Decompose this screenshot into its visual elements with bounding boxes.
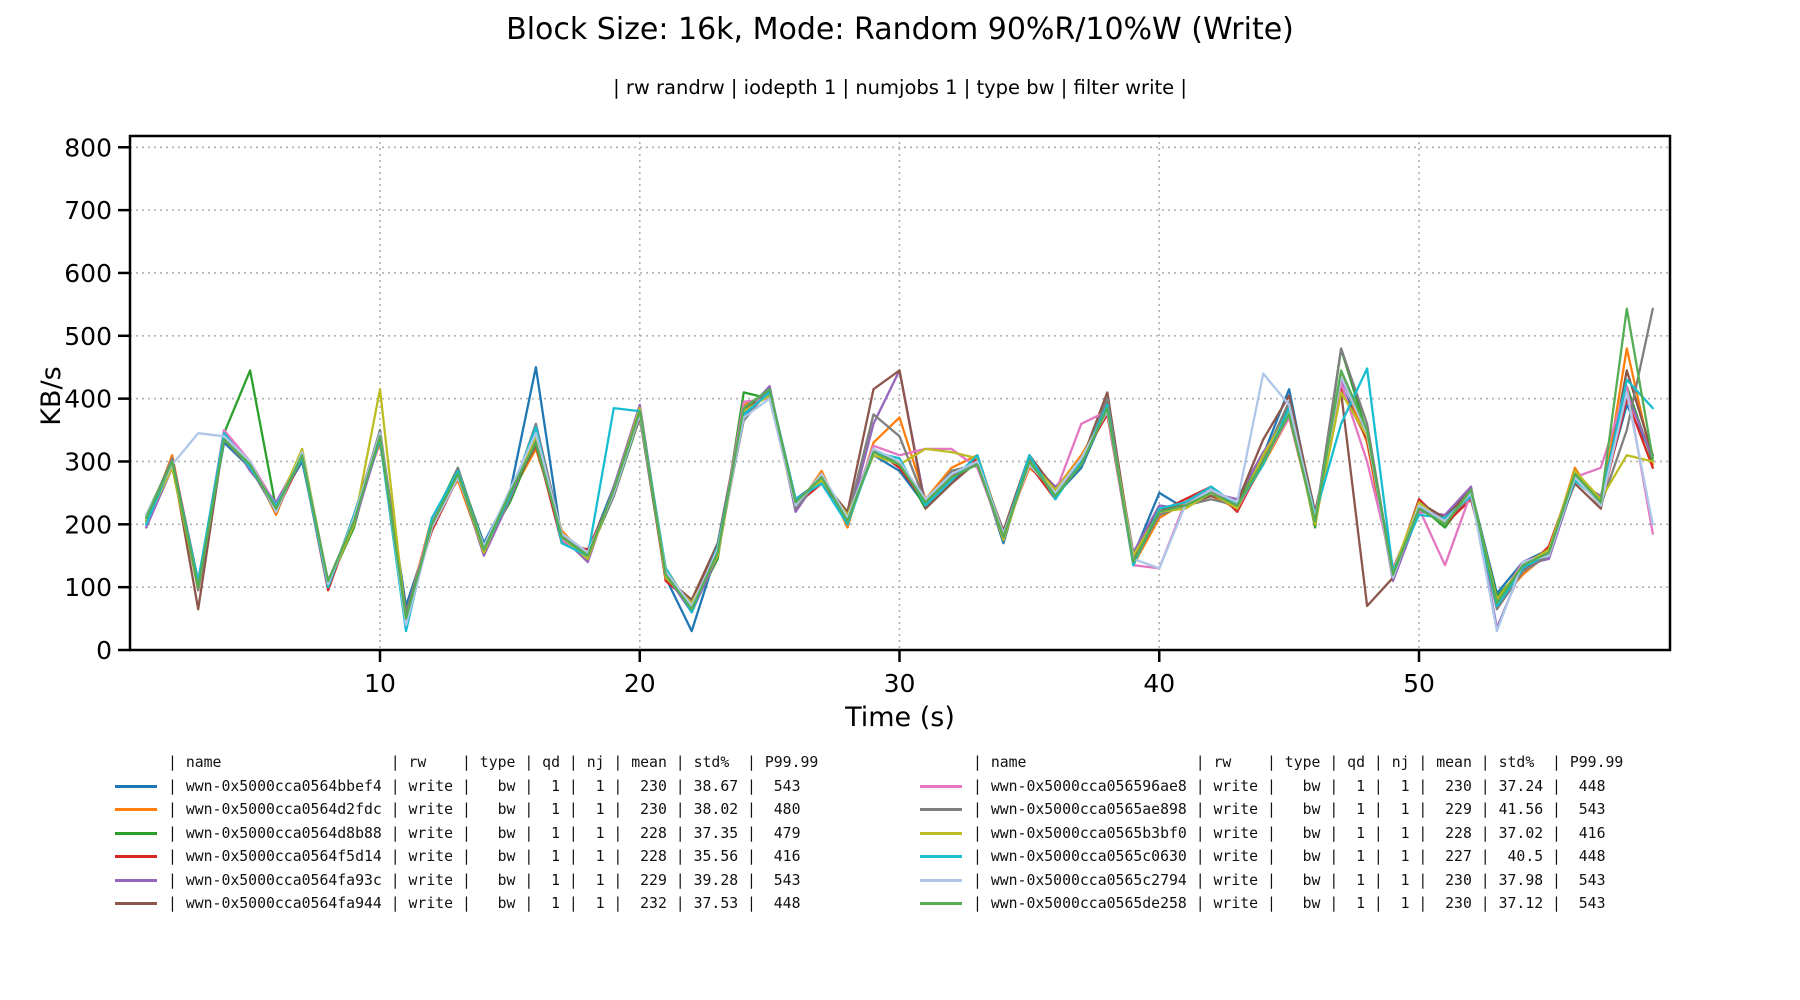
legend-text: | wwn-0x5000cca0564f5d14 | write | bw | …	[168, 848, 801, 866]
series-lines	[145, 307, 1654, 633]
y-axis-label: KB/s	[36, 366, 67, 426]
chart-subtitle: | rw randrw | iodepth 1 | numjobs 1 | ty…	[613, 76, 1187, 99]
legend-text: | wwn-0x5000cca056596ae8 | write | bw | …	[973, 777, 1606, 795]
legend-left: | name | rw | type | qd | nj | mean | st…	[115, 751, 818, 916]
legend-swatch	[920, 855, 962, 859]
axes-frame	[128, 134, 1672, 652]
y-tick-label: 500	[64, 322, 112, 351]
legend-swatch	[115, 878, 157, 882]
legend-row: | wwn-0x5000cca0564d8b88 | write | bw | …	[115, 822, 818, 846]
series-line-wwn-0x5000cca0564fa93c	[145, 369, 1654, 630]
legend-header: | name | rw | type | qd | nj | mean | st…	[115, 751, 818, 775]
y-tick-label: 800	[64, 133, 112, 162]
x-axis-label: Time (s)	[845, 702, 955, 733]
legend-right: | name | rw | type | qd | nj | mean | st…	[920, 751, 1623, 916]
legend-swatch	[115, 902, 157, 906]
x-tick-label: 10	[364, 669, 396, 698]
y-tick-label: 400	[64, 385, 112, 414]
legend-row: | wwn-0x5000cca0565c0630 | write | bw | …	[920, 845, 1623, 869]
legend-swatch	[115, 831, 157, 835]
x-tick-label: 30	[884, 669, 916, 698]
legend-row: | wwn-0x5000cca0564bbef4 | write | bw | …	[115, 775, 818, 799]
legend-row: | wwn-0x5000cca0564fa93c | write | bw | …	[115, 869, 818, 893]
legend-row: | wwn-0x5000cca0565ae898 | write | bw | …	[920, 798, 1623, 822]
x-tick-label: 40	[1143, 669, 1175, 698]
y-tick-label: 300	[64, 447, 112, 476]
tick-labels: 0 100 200 300 400 500 600 700 800 10 20 30 40 50	[64, 133, 1435, 698]
legend-row: | wwn-0x5000cca0564f5d14 | write | bw | …	[115, 845, 818, 869]
series-line-wwn-0x5000cca0564f5d14	[145, 387, 1654, 614]
legend-swatch	[920, 878, 962, 882]
legend-text: | wwn-0x5000cca0564fa93c | write | bw | …	[168, 871, 801, 889]
x-tick-label: 20	[624, 669, 656, 698]
chart-title: Block Size: 16k, Mode: Random 90%R/10%W …	[506, 12, 1294, 47]
legend-text: | name | rw | type | qd | nj | mean | st…	[973, 754, 1624, 772]
legend-row: | wwn-0x5000cca0564d2fdc | write | bw | …	[115, 798, 818, 822]
legend-row: | wwn-0x5000cca0564fa944 | write | bw | …	[115, 892, 818, 916]
x-tick-label: 50	[1403, 669, 1435, 698]
legend-swatch	[115, 808, 157, 812]
y-tick-label: 0	[96, 636, 112, 665]
grid-lines	[130, 136, 1670, 650]
y-tick-label: 200	[64, 510, 112, 539]
legend-text: | wwn-0x5000cca0564fa944 | write | bw | …	[168, 895, 801, 913]
legend-swatch	[115, 784, 157, 788]
legend-row: | wwn-0x5000cca056596ae8 | write | bw | …	[920, 775, 1623, 799]
tick-marks	[118, 146, 1421, 662]
legend-text: | wwn-0x5000cca0564d2fdc | write | bw | …	[168, 801, 801, 819]
legend-swatch	[920, 808, 962, 812]
legend-text: | name | rw | type | qd | nj | mean | st…	[168, 754, 819, 772]
legend-row: | wwn-0x5000cca0565de258 | write | bw | …	[920, 892, 1623, 916]
bandwidth-line-chart: 0 100 200 300 400 500 600 700 800 10 20 30 40 50	[64, 133, 1672, 698]
y-tick-label: 100	[64, 573, 112, 602]
legend-header: | name | rw | type | qd | nj | mean | st…	[920, 751, 1623, 775]
legend-text: | wwn-0x5000cca0565b3bf0 | write | bw | …	[973, 824, 1606, 842]
legend-text: | wwn-0x5000cca0565c2794 | write | bw | …	[973, 871, 1606, 889]
legend-swatch	[920, 902, 962, 906]
legend-text: | wwn-0x5000cca0565de258 | write | bw | …	[973, 895, 1606, 913]
legend-row: | wwn-0x5000cca0565b3bf0 | write | bw | …	[920, 822, 1623, 846]
legend-swatch	[920, 831, 962, 835]
series-line-wwn-0x5000cca0565de258	[145, 307, 1654, 620]
legend-text: | wwn-0x5000cca0565c0630 | write | bw | …	[973, 848, 1606, 866]
legend-text: | wwn-0x5000cca0565ae898 | write | bw | …	[973, 801, 1606, 819]
y-tick-label: 600	[64, 259, 112, 288]
legend-swatch	[115, 855, 157, 859]
legend-text: | wwn-0x5000cca0564bbef4 | write | bw | …	[168, 777, 801, 795]
legend-swatch	[920, 784, 962, 788]
legend-text: | wwn-0x5000cca0564d8b88 | write | bw | …	[168, 824, 801, 842]
y-tick-label: 700	[64, 196, 112, 225]
legend-row: | wwn-0x5000cca0565c2794 | write | bw | …	[920, 869, 1623, 893]
